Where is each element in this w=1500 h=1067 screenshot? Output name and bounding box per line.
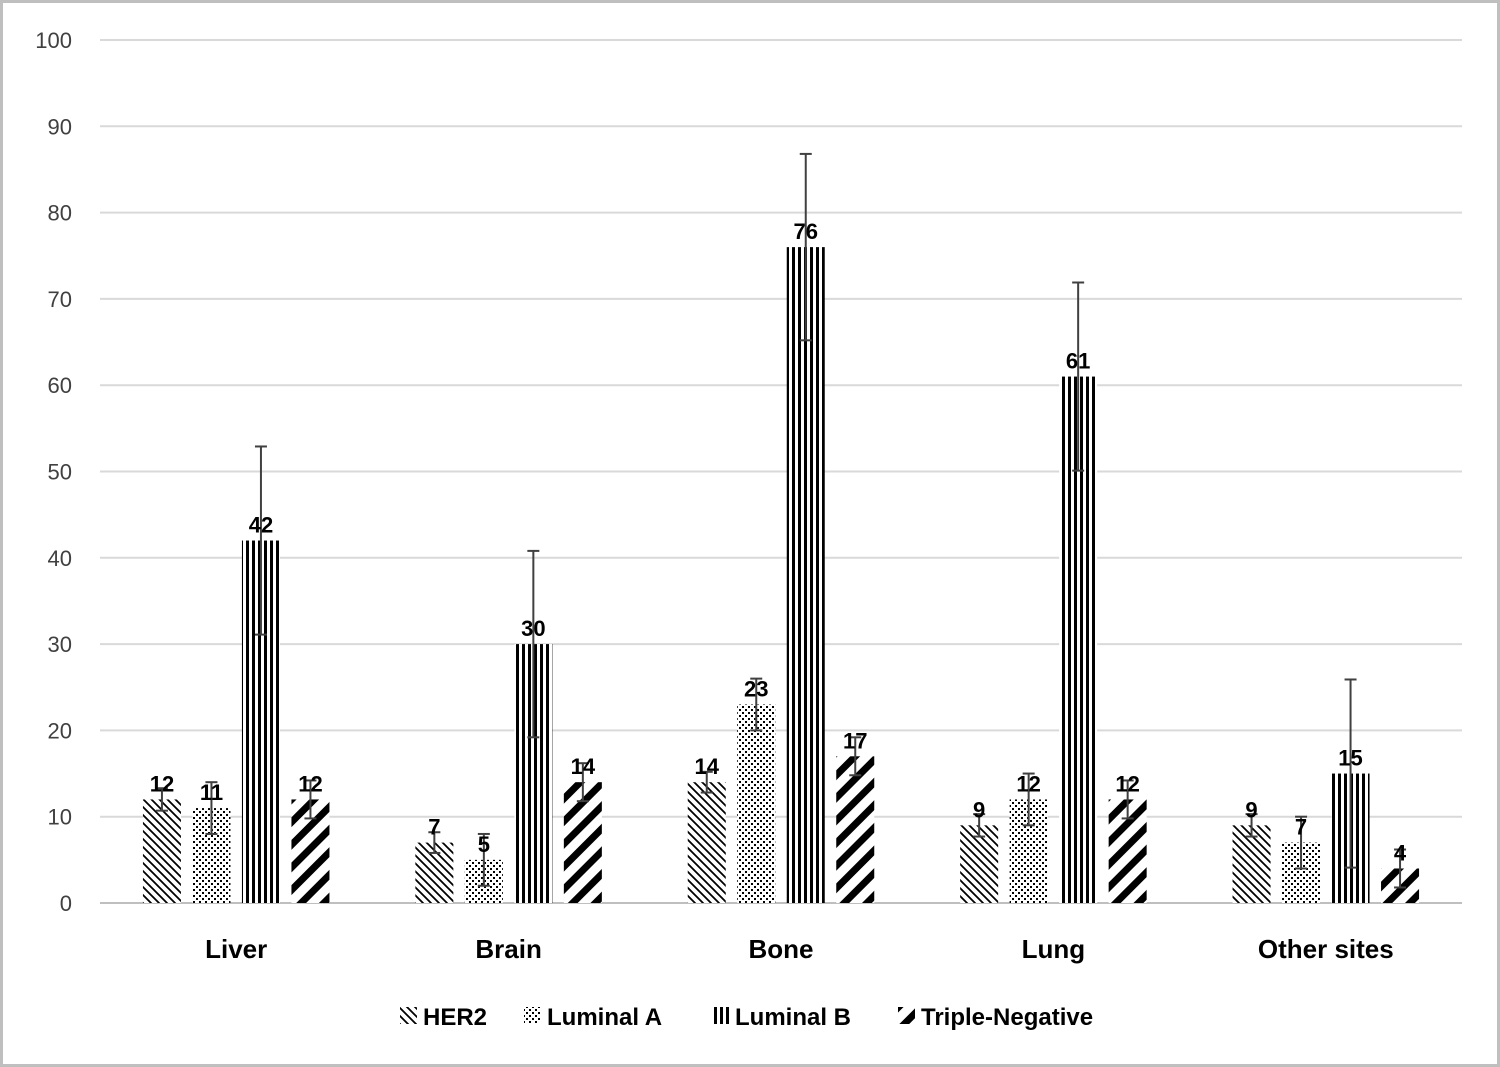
error-bar-luminal-b-liver (254, 445, 267, 636)
y-tick-label: 70 (48, 287, 72, 312)
x-category-label-other-sites: Other sites (1258, 934, 1394, 964)
data-label-triple-negative-liver: 12 (298, 771, 322, 796)
bars (142, 247, 1420, 903)
y-tick-label: 40 (48, 546, 72, 571)
legend-item-luminal-b: Luminal B (712, 1004, 851, 1031)
legend-swatch-triple-negative (898, 1007, 915, 1024)
error-bar-triple-negative-bone (849, 736, 862, 777)
data-label-luminal-b-other-sites: 15 (1338, 746, 1362, 771)
error-bar-luminal-a-liver (205, 781, 218, 835)
y-tick-label: 0 (60, 891, 72, 916)
error-bar-her2-other-sites (1245, 813, 1258, 838)
legend-swatch-her2 (400, 1007, 417, 1024)
error-bar-luminal-b-brain (527, 549, 540, 739)
legend-label-triple-negative: Triple-Negative (921, 1004, 1093, 1031)
x-category-label-liver: Liver (205, 934, 267, 964)
y-tick-label: 100 (35, 28, 72, 53)
legend-label-luminal-a: Luminal A (547, 1004, 662, 1031)
data-label-her2-lung: 9 (973, 797, 985, 822)
data-label-luminal-b-bone: 76 (794, 219, 818, 244)
error-bar-her2-liver (155, 787, 168, 812)
y-tick-label: 10 (48, 805, 72, 830)
bar-triple-negative-bone (836, 756, 875, 903)
data-label-luminal-a-liver: 11 (200, 780, 223, 805)
legend-label-her2: HER2 (423, 1004, 487, 1031)
error-bars (155, 152, 1407, 889)
x-category-label-brain: Brain (475, 934, 541, 964)
error-bar-her2-brain (428, 831, 441, 854)
error-bar-her2-lung (973, 813, 986, 838)
bar-triple-negative-brain (563, 782, 602, 903)
data-label-luminal-a-lung: 12 (1016, 771, 1040, 796)
y-tick-label: 60 (48, 373, 72, 398)
data-label-luminal-a-bone: 23 (744, 677, 768, 702)
y-tick-label: 80 (48, 201, 72, 226)
data-label-her2-brain: 7 (428, 815, 440, 840)
x-category-label-bone: Bone (749, 934, 814, 964)
bar-her2-lung (960, 825, 999, 903)
error-bar-luminal-b-other-sites (1344, 678, 1357, 869)
bar-her2-other-sites (1232, 825, 1271, 903)
legend-item-luminal-a: Luminal A (524, 1004, 662, 1031)
bar-her2-liver (142, 799, 181, 903)
error-bar-luminal-b-lung (1072, 281, 1085, 472)
data-label-luminal-b-lung: 61 (1066, 349, 1090, 374)
data-label-luminal-b-brain: 30 (521, 616, 545, 641)
y-axis-ticks: 0 10 20 30 40 50 60 70 80 90 100 (35, 28, 72, 916)
data-label-luminal-a-brain: 5 (478, 832, 490, 857)
x-axis-categories: Liver Brain Bone Lung Other sites (205, 934, 1394, 964)
error-bar-luminal-a-bone (750, 677, 763, 732)
data-label-her2-other-sites: 9 (1245, 797, 1257, 822)
error-bar-luminal-a-lung (1022, 772, 1035, 827)
y-tick-label: 20 (48, 718, 72, 743)
data-label-triple-negative-brain: 14 (571, 754, 596, 779)
error-bar-luminal-b-bone (799, 152, 812, 342)
data-label-triple-negative-lung: 12 (1115, 771, 1139, 796)
bar-her2-bone (687, 782, 726, 903)
error-bar-luminal-a-brain (477, 832, 490, 887)
y-tick-label: 30 (48, 632, 72, 657)
data-label-luminal-a-other-sites: 7 (1295, 815, 1307, 840)
data-label-her2-bone: 14 (695, 754, 720, 779)
legend-swatch-luminal-a (524, 1007, 541, 1024)
data-label-triple-negative-other-sites: 4 (1394, 840, 1407, 865)
y-tick-label: 50 (48, 460, 72, 485)
data-labels: 12 11 42 12 7 5 30 14 14 23 76 17 9 12 61 12 9 7 15 4 (150, 219, 1407, 865)
legend-label-luminal-b: Luminal B (735, 1004, 851, 1031)
legend-item-her2: HER2 (400, 1004, 487, 1031)
data-label-luminal-b-liver: 42 (249, 513, 273, 538)
error-bar-triple-negative-lung (1121, 779, 1134, 820)
bar-luminal-b-bone (786, 247, 825, 903)
bar-luminal-a-bone (737, 704, 776, 903)
data-label-triple-negative-bone: 17 (843, 728, 867, 753)
error-bar-her2-bone (700, 770, 713, 794)
error-bar-triple-negative-brain (576, 762, 589, 803)
legend: HER2 Luminal A Luminal B Triple-Negative (400, 1004, 1093, 1031)
error-bar-luminal-a-other-sites (1295, 815, 1308, 870)
legend-swatch-luminal-b (712, 1007, 729, 1024)
y-tick-label: 90 (48, 114, 72, 139)
error-bar-triple-negative-liver (304, 779, 317, 820)
x-category-label-lung: Lung (1022, 934, 1086, 964)
error-bar-triple-negative-other-sites (1394, 848, 1407, 889)
legend-item-triple-negative: Triple-Negative (898, 1004, 1093, 1031)
data-label-her2-liver: 12 (150, 771, 174, 796)
